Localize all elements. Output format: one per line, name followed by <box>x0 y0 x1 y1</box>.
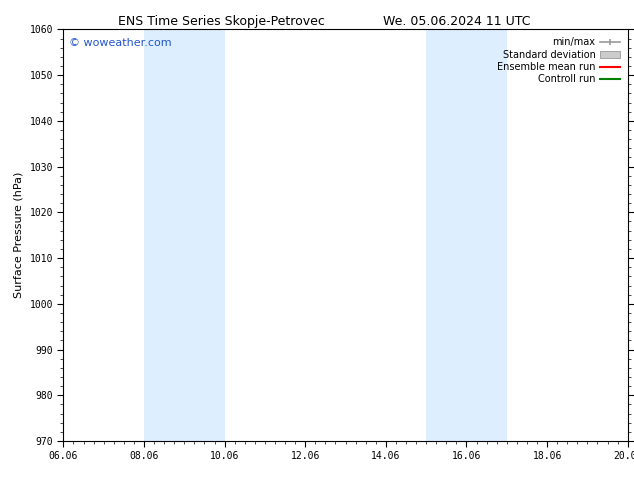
Y-axis label: Surface Pressure (hPa): Surface Pressure (hPa) <box>14 172 24 298</box>
Legend: min/max, Standard deviation, Ensemble mean run, Controll run: min/max, Standard deviation, Ensemble me… <box>494 34 623 87</box>
Bar <box>144 29 224 441</box>
Text: © woweather.com: © woweather.com <box>69 38 172 48</box>
Text: ENS Time Series Skopje-Petrovec: ENS Time Series Skopje-Petrovec <box>119 15 325 28</box>
Bar <box>426 29 507 441</box>
Text: We. 05.06.2024 11 UTC: We. 05.06.2024 11 UTC <box>383 15 530 28</box>
